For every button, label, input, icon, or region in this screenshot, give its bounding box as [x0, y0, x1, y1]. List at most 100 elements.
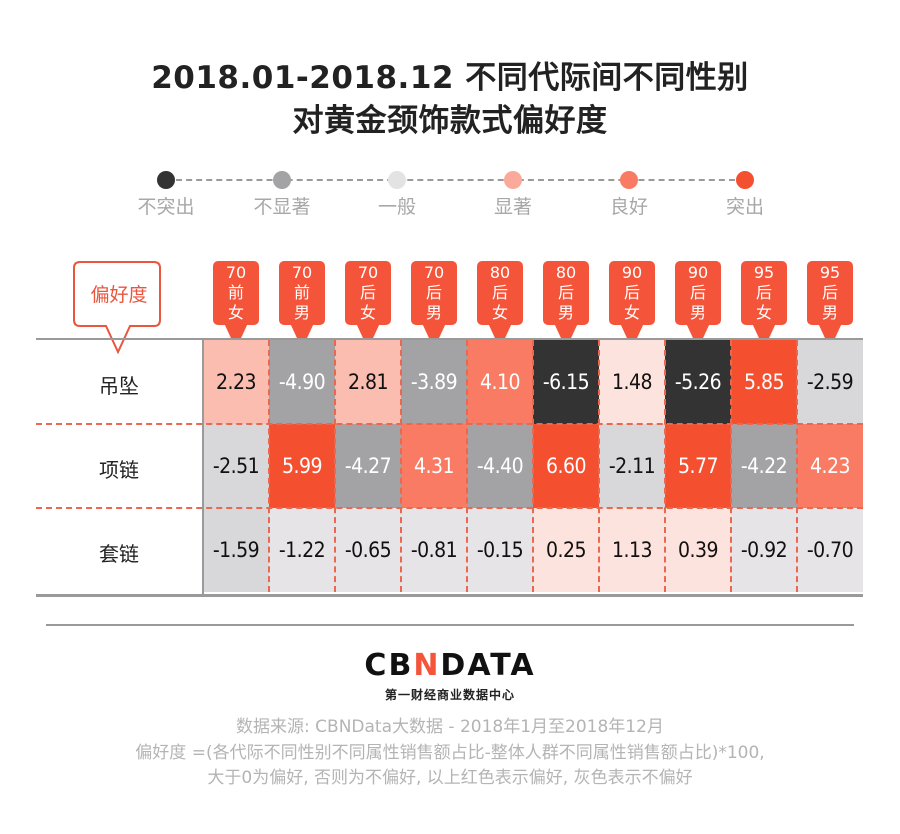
legend-label-2: 一般 [377, 196, 416, 218]
legend-dashed-line [166, 179, 745, 181]
legend-label-4: 良好 [609, 196, 648, 218]
column-separator [796, 340, 798, 592]
heatmap-cell: -3.89 [401, 340, 467, 424]
column-header-2: 70 后女 [345, 261, 391, 349]
heatmap-cell: 5.77 [665, 424, 731, 508]
legend-dot-5 [736, 171, 754, 189]
callout-label: 偏好度 [90, 284, 148, 306]
heatmap-cell: -4.90 [269, 340, 335, 424]
table-left-border [202, 339, 204, 595]
heatmap-cell: -0.70 [797, 508, 863, 592]
column-header-gender: 男 [689, 303, 706, 322]
row-separator [36, 507, 863, 509]
column-separator [334, 340, 336, 592]
heatmap-cell: -2.11 [599, 424, 665, 508]
table-bottom-border [36, 594, 863, 597]
column-header-gen: 80 [489, 263, 511, 282]
heatmap-cell: -5.26 [665, 340, 731, 424]
column-header-suffix: 后 [425, 283, 442, 302]
column-header-gen: 95 [819, 263, 841, 282]
legend: 不突出 不显著 一般 显著 良好 突出 [0, 0, 900, 230]
footnote-source: 数据来源: CBNData大数据 - 2018年1月至2018年12月 [236, 717, 664, 737]
column-header-gen: 70 [225, 263, 247, 282]
logo-part3: DATA [440, 648, 536, 683]
column-header-suffix: 后 [689, 283, 706, 302]
row-separator [36, 423, 863, 425]
heatmap-cell: -4.27 [335, 424, 401, 508]
heatmap-cell: 2.81 [335, 340, 401, 424]
chart-title-line1: 2018.01-2018.12 不同代际间不同性别 [151, 60, 749, 96]
column-header-gen: 70 [291, 263, 313, 282]
heatmap-cell: -4.40 [467, 424, 533, 508]
column-separator [730, 340, 732, 592]
heatmap-cell: 4.10 [467, 340, 533, 424]
column-header-8: 95 后女 [741, 261, 787, 349]
column-header-1: 70 前男 [279, 261, 325, 349]
heatmap-cell: 5.85 [731, 340, 797, 424]
legend-label-1: 不显著 [253, 196, 311, 218]
heatmap-cell: -0.81 [401, 508, 467, 592]
heatmap-cell: -0.92 [731, 508, 797, 592]
column-header-suffix: 前 [293, 283, 310, 302]
column-separator [532, 340, 534, 592]
heatmap-cell: -1.59 [203, 508, 269, 592]
column-header-gender: 女 [755, 303, 772, 322]
column-header-0: 70 前女 [213, 261, 259, 349]
column-header-gender: 女 [359, 303, 376, 322]
legend-dot-1 [273, 171, 291, 189]
legend-label-5: 突出 [725, 196, 764, 218]
heatmap-cell: -2.59 [797, 340, 863, 424]
column-header-9: 95 后男 [807, 261, 853, 349]
heatmap-cell: 2.23 [203, 340, 269, 424]
heatmap-cell: -4.22 [731, 424, 797, 508]
heatmap-cell: -1.22 [269, 508, 335, 592]
footer-divider [46, 624, 854, 626]
logo-part1: CB [364, 648, 414, 683]
column-header-gender: 女 [623, 303, 640, 322]
column-header-gen: 70 [423, 263, 445, 282]
row-label-2: 套链 [99, 542, 139, 566]
heatmap-cell: -0.15 [467, 508, 533, 592]
column-header-6: 90 后女 [609, 261, 655, 349]
heatmap-cell: 0.39 [665, 508, 731, 592]
footnote-explanation: 大于0为偏好, 否则为不偏好, 以上红色表示偏好, 灰色表示不偏好 [207, 768, 693, 788]
column-header-gender: 男 [821, 303, 838, 322]
column-header-gender: 女 [227, 303, 244, 322]
column-header-suffix: 后 [491, 283, 508, 302]
chart-title-line2: 对黄金颈饰款式偏好度 [292, 103, 608, 139]
table-top-border [36, 338, 863, 340]
column-header-gender: 男 [557, 303, 574, 322]
row-label-1: 项链 [99, 458, 139, 482]
column-header-suffix: 后 [755, 283, 772, 302]
column-separator [664, 340, 666, 592]
logo-subtitle: 第一财经商业数据中心 [384, 688, 515, 702]
heatmap-cell: -0.65 [335, 508, 401, 592]
column-header-5: 80 后男 [543, 261, 589, 349]
column-header-7: 90 后男 [675, 261, 721, 349]
callout-box [73, 261, 161, 355]
column-separator [400, 340, 402, 592]
footnote-formula: 偏好度 =(各代际不同性别不同属性销售额占比-整体人群不同属性销售额占比)*10… [135, 743, 765, 763]
heatmap-cell: -6.15 [533, 340, 599, 424]
column-header-suffix: 前 [227, 283, 244, 302]
column-header-gen: 90 [621, 263, 643, 282]
column-header-gender: 男 [293, 303, 310, 322]
column-header-3: 70 后男 [411, 261, 457, 349]
legend-dot-2 [388, 171, 406, 189]
legend-label-3: 显著 [493, 196, 532, 218]
heatmap-cell: 1.48 [599, 340, 665, 424]
heatmap-cell: 0.25 [533, 508, 599, 592]
column-header-suffix: 后 [623, 283, 640, 302]
legend-dot-3 [504, 171, 522, 189]
column-header-suffix: 后 [557, 283, 574, 302]
heatmap-cell: 1.13 [599, 508, 665, 592]
column-header-suffix: 后 [359, 283, 376, 302]
column-header-gen: 90 [687, 263, 709, 282]
column-header-gen: 80 [555, 263, 577, 282]
column-separator [466, 340, 468, 592]
column-separator [598, 340, 600, 592]
cbndata-logo: CBNDATA [0, 648, 900, 683]
column-separator [268, 340, 270, 592]
heatmap-cell: 6.60 [533, 424, 599, 508]
column-header-suffix: 后 [821, 283, 838, 302]
